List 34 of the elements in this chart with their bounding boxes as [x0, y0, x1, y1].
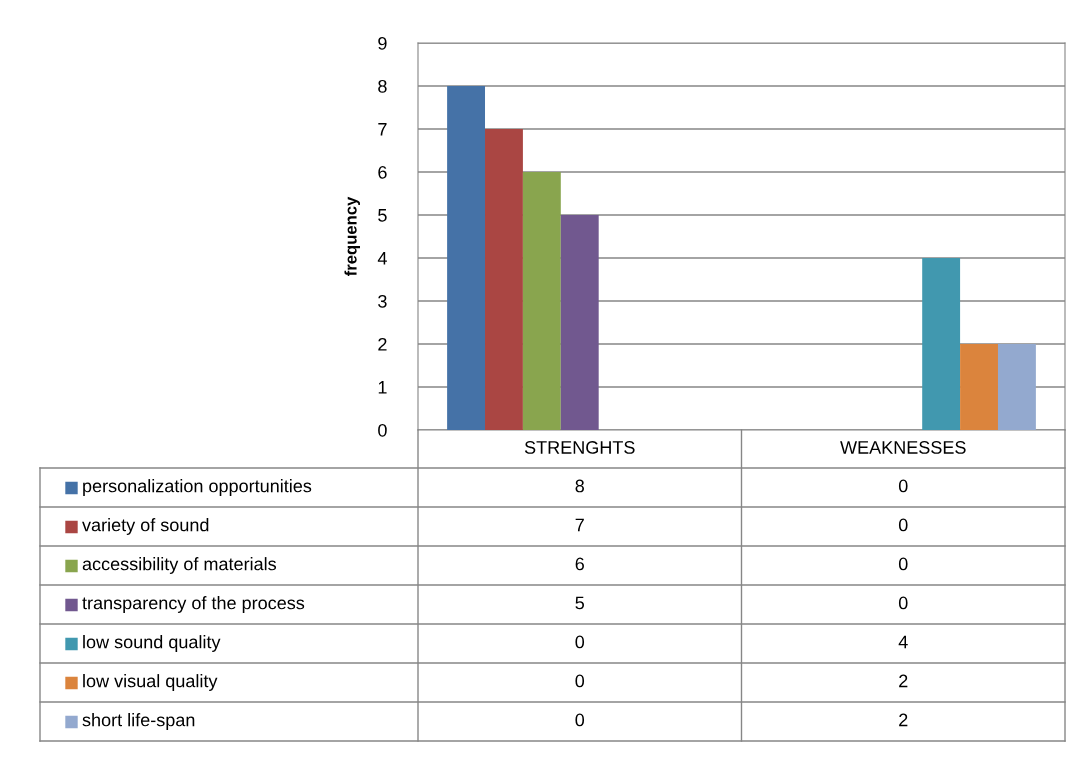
data-label: 2: [899, 713, 908, 727]
legend-label: personalization opportunities: [83, 479, 312, 496]
y-tick-label: 2: [378, 337, 387, 351]
data-label: 0: [898, 557, 908, 571]
data-label: 8: [575, 479, 584, 493]
legend-label: short life-span: [82, 713, 195, 730]
data-label: 0: [575, 713, 585, 727]
y-tick-label: 7: [378, 123, 387, 136]
legend-label: accessibility of materials: [82, 557, 277, 574]
data-label: 0: [898, 479, 908, 493]
y-tick-label: 4: [377, 252, 387, 265]
legend-label: low visual quality: [83, 674, 218, 691]
data-label: 0: [898, 518, 908, 532]
y-axis-title: frequency: [344, 196, 360, 277]
y-tick-label: 0: [378, 423, 387, 437]
data-label: 7: [575, 518, 584, 532]
legend-label: variety of sound: [82, 518, 209, 535]
data-label: 0: [898, 596, 908, 610]
data-label: 0: [575, 635, 585, 649]
legend-label: transparency of the process: [82, 596, 305, 613]
data-label: 5: [575, 596, 585, 610]
legend-label: low sound quality: [83, 635, 221, 652]
data-label: 4: [898, 635, 908, 649]
y-tick-label: 3: [378, 294, 387, 308]
y-tick-label: 8: [378, 79, 387, 93]
x-tick-label: STRENGHTS: [524, 441, 635, 454]
x-tick-label: WEAKNESSES: [840, 441, 966, 454]
data-label: 0: [575, 674, 585, 688]
y-tick-label: 9: [378, 36, 387, 50]
y-tick-label: 5: [378, 209, 387, 222]
y-tick-label: 6: [378, 165, 387, 179]
y-tick-label: 1: [378, 381, 387, 394]
data-label: 2: [899, 674, 908, 688]
data-label: 6: [575, 557, 584, 571]
